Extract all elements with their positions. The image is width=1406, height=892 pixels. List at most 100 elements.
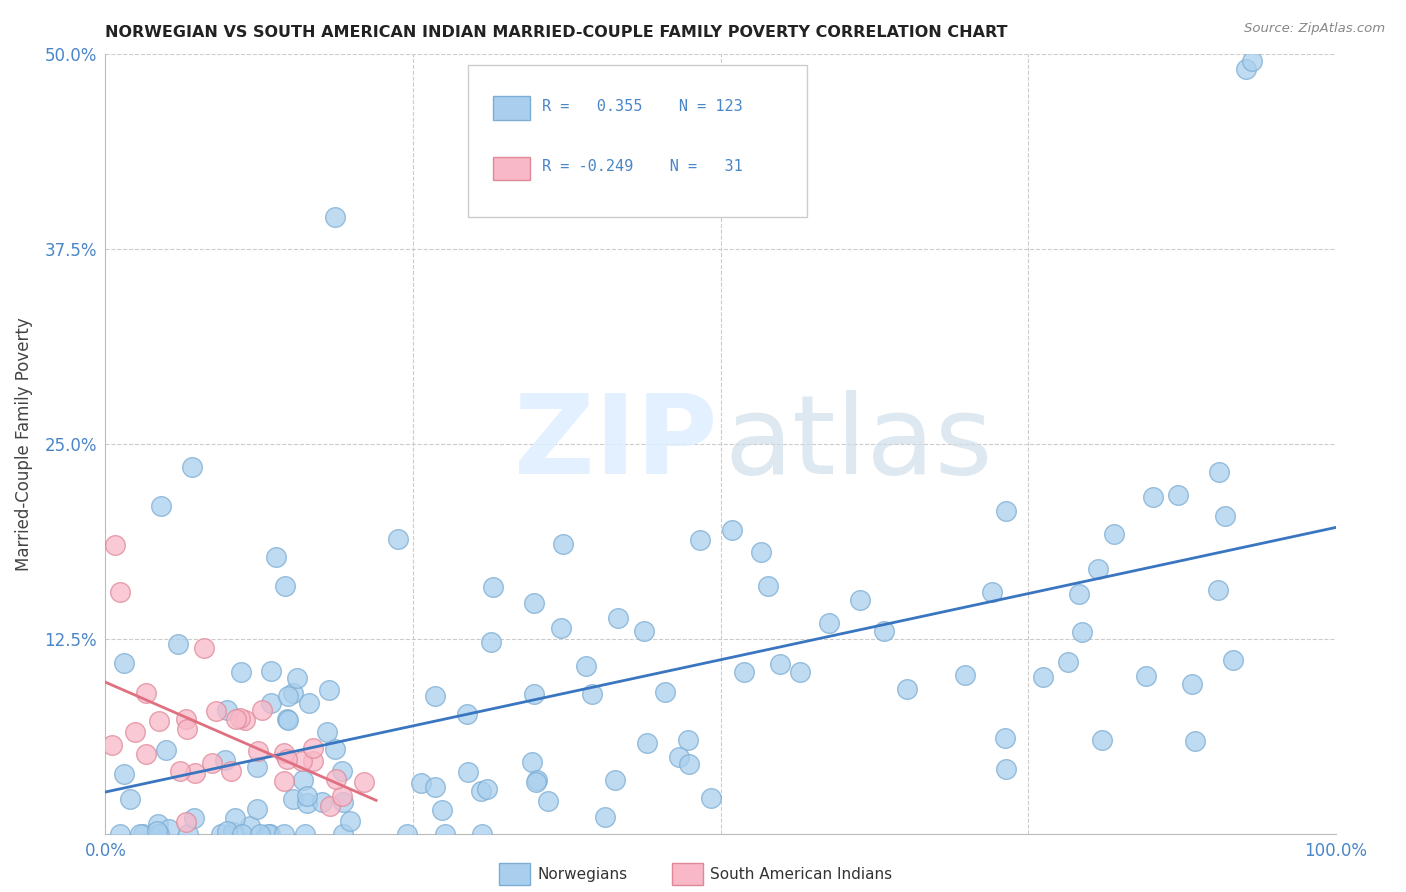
Point — [252, 703, 274, 717]
Point — [1104, 527, 1126, 541]
Point — [302, 740, 325, 755]
Point — [193, 640, 215, 655]
Point — [246, 801, 269, 815]
Point — [298, 696, 321, 710]
Point — [257, 827, 280, 841]
Point — [231, 827, 253, 841]
Point — [636, 736, 658, 750]
Point — [146, 817, 169, 831]
Point — [118, 792, 141, 806]
Point — [1236, 62, 1258, 77]
Point — [603, 772, 626, 787]
Point — [668, 750, 690, 764]
Point — [104, 538, 127, 552]
Point — [135, 747, 157, 761]
Point — [849, 593, 872, 607]
Point — [273, 773, 295, 788]
Point — [526, 772, 548, 787]
Point — [522, 756, 544, 770]
Point — [395, 827, 418, 841]
Point — [311, 795, 333, 809]
Point — [148, 827, 170, 841]
Point — [157, 822, 180, 836]
Point — [1032, 670, 1054, 684]
Point — [387, 532, 409, 546]
Y-axis label: Married-Couple Family Poverty: Married-Couple Family Poverty — [15, 317, 34, 571]
Point — [330, 789, 353, 803]
Text: Norwegians: Norwegians — [537, 867, 627, 881]
Point — [224, 811, 246, 825]
Point — [124, 724, 146, 739]
Point — [482, 580, 505, 594]
Text: atlas: atlas — [724, 391, 993, 497]
Point — [749, 545, 772, 559]
Bar — [494, 157, 530, 180]
Point — [183, 812, 205, 826]
Point — [523, 595, 546, 609]
Point — [229, 665, 252, 680]
Point — [180, 460, 202, 475]
Text: ZIP: ZIP — [513, 391, 717, 497]
Point — [789, 665, 811, 679]
Point — [291, 773, 314, 788]
Point — [1181, 676, 1204, 690]
Point — [325, 772, 347, 786]
Point — [233, 714, 256, 728]
Point — [316, 725, 339, 739]
Point — [676, 733, 699, 747]
Bar — [494, 96, 530, 120]
Point — [980, 585, 1002, 599]
Point — [332, 827, 354, 841]
Point — [550, 621, 572, 635]
Point — [214, 753, 236, 767]
Point — [1222, 653, 1244, 667]
Point — [1070, 624, 1092, 639]
Point — [470, 784, 492, 798]
Point — [215, 703, 238, 717]
Point — [1135, 669, 1157, 683]
Point — [733, 665, 755, 679]
Point — [146, 824, 169, 838]
Point — [678, 756, 700, 771]
Point — [872, 624, 894, 638]
Point — [1067, 587, 1090, 601]
Point — [225, 712, 247, 726]
Point — [112, 656, 135, 670]
Text: South American Indians: South American Indians — [710, 867, 893, 881]
Point — [239, 819, 262, 833]
Point — [1056, 655, 1078, 669]
Point — [155, 743, 177, 757]
Point — [479, 635, 502, 649]
Point — [995, 762, 1018, 776]
Text: NORWEGIAN VS SOUTH AMERICAN INDIAN MARRIED-COUPLE FAMILY POVERTY CORRELATION CHA: NORWEGIAN VS SOUTH AMERICAN INDIAN MARRI… — [105, 25, 1008, 40]
Point — [574, 658, 596, 673]
Point — [1091, 733, 1114, 747]
Point — [167, 637, 190, 651]
Point — [409, 776, 432, 790]
Point — [471, 827, 494, 841]
Point — [174, 814, 197, 829]
Point — [769, 657, 792, 672]
Point — [221, 764, 243, 779]
Point — [581, 688, 603, 702]
Point — [553, 537, 575, 551]
Point — [290, 754, 312, 768]
Point — [274, 579, 297, 593]
Point — [523, 687, 546, 701]
Point — [606, 610, 628, 624]
Point — [818, 616, 841, 631]
Point — [222, 825, 245, 839]
Point — [1240, 54, 1263, 69]
Point — [1213, 509, 1236, 524]
Point — [433, 827, 456, 841]
Point — [281, 792, 304, 806]
Point — [112, 767, 135, 781]
Point — [633, 624, 655, 638]
Point — [259, 696, 281, 710]
Point — [276, 712, 298, 726]
Point — [994, 731, 1017, 745]
Point — [287, 671, 309, 685]
FancyBboxPatch shape — [468, 65, 807, 218]
Point — [332, 795, 354, 809]
Point — [110, 585, 132, 599]
